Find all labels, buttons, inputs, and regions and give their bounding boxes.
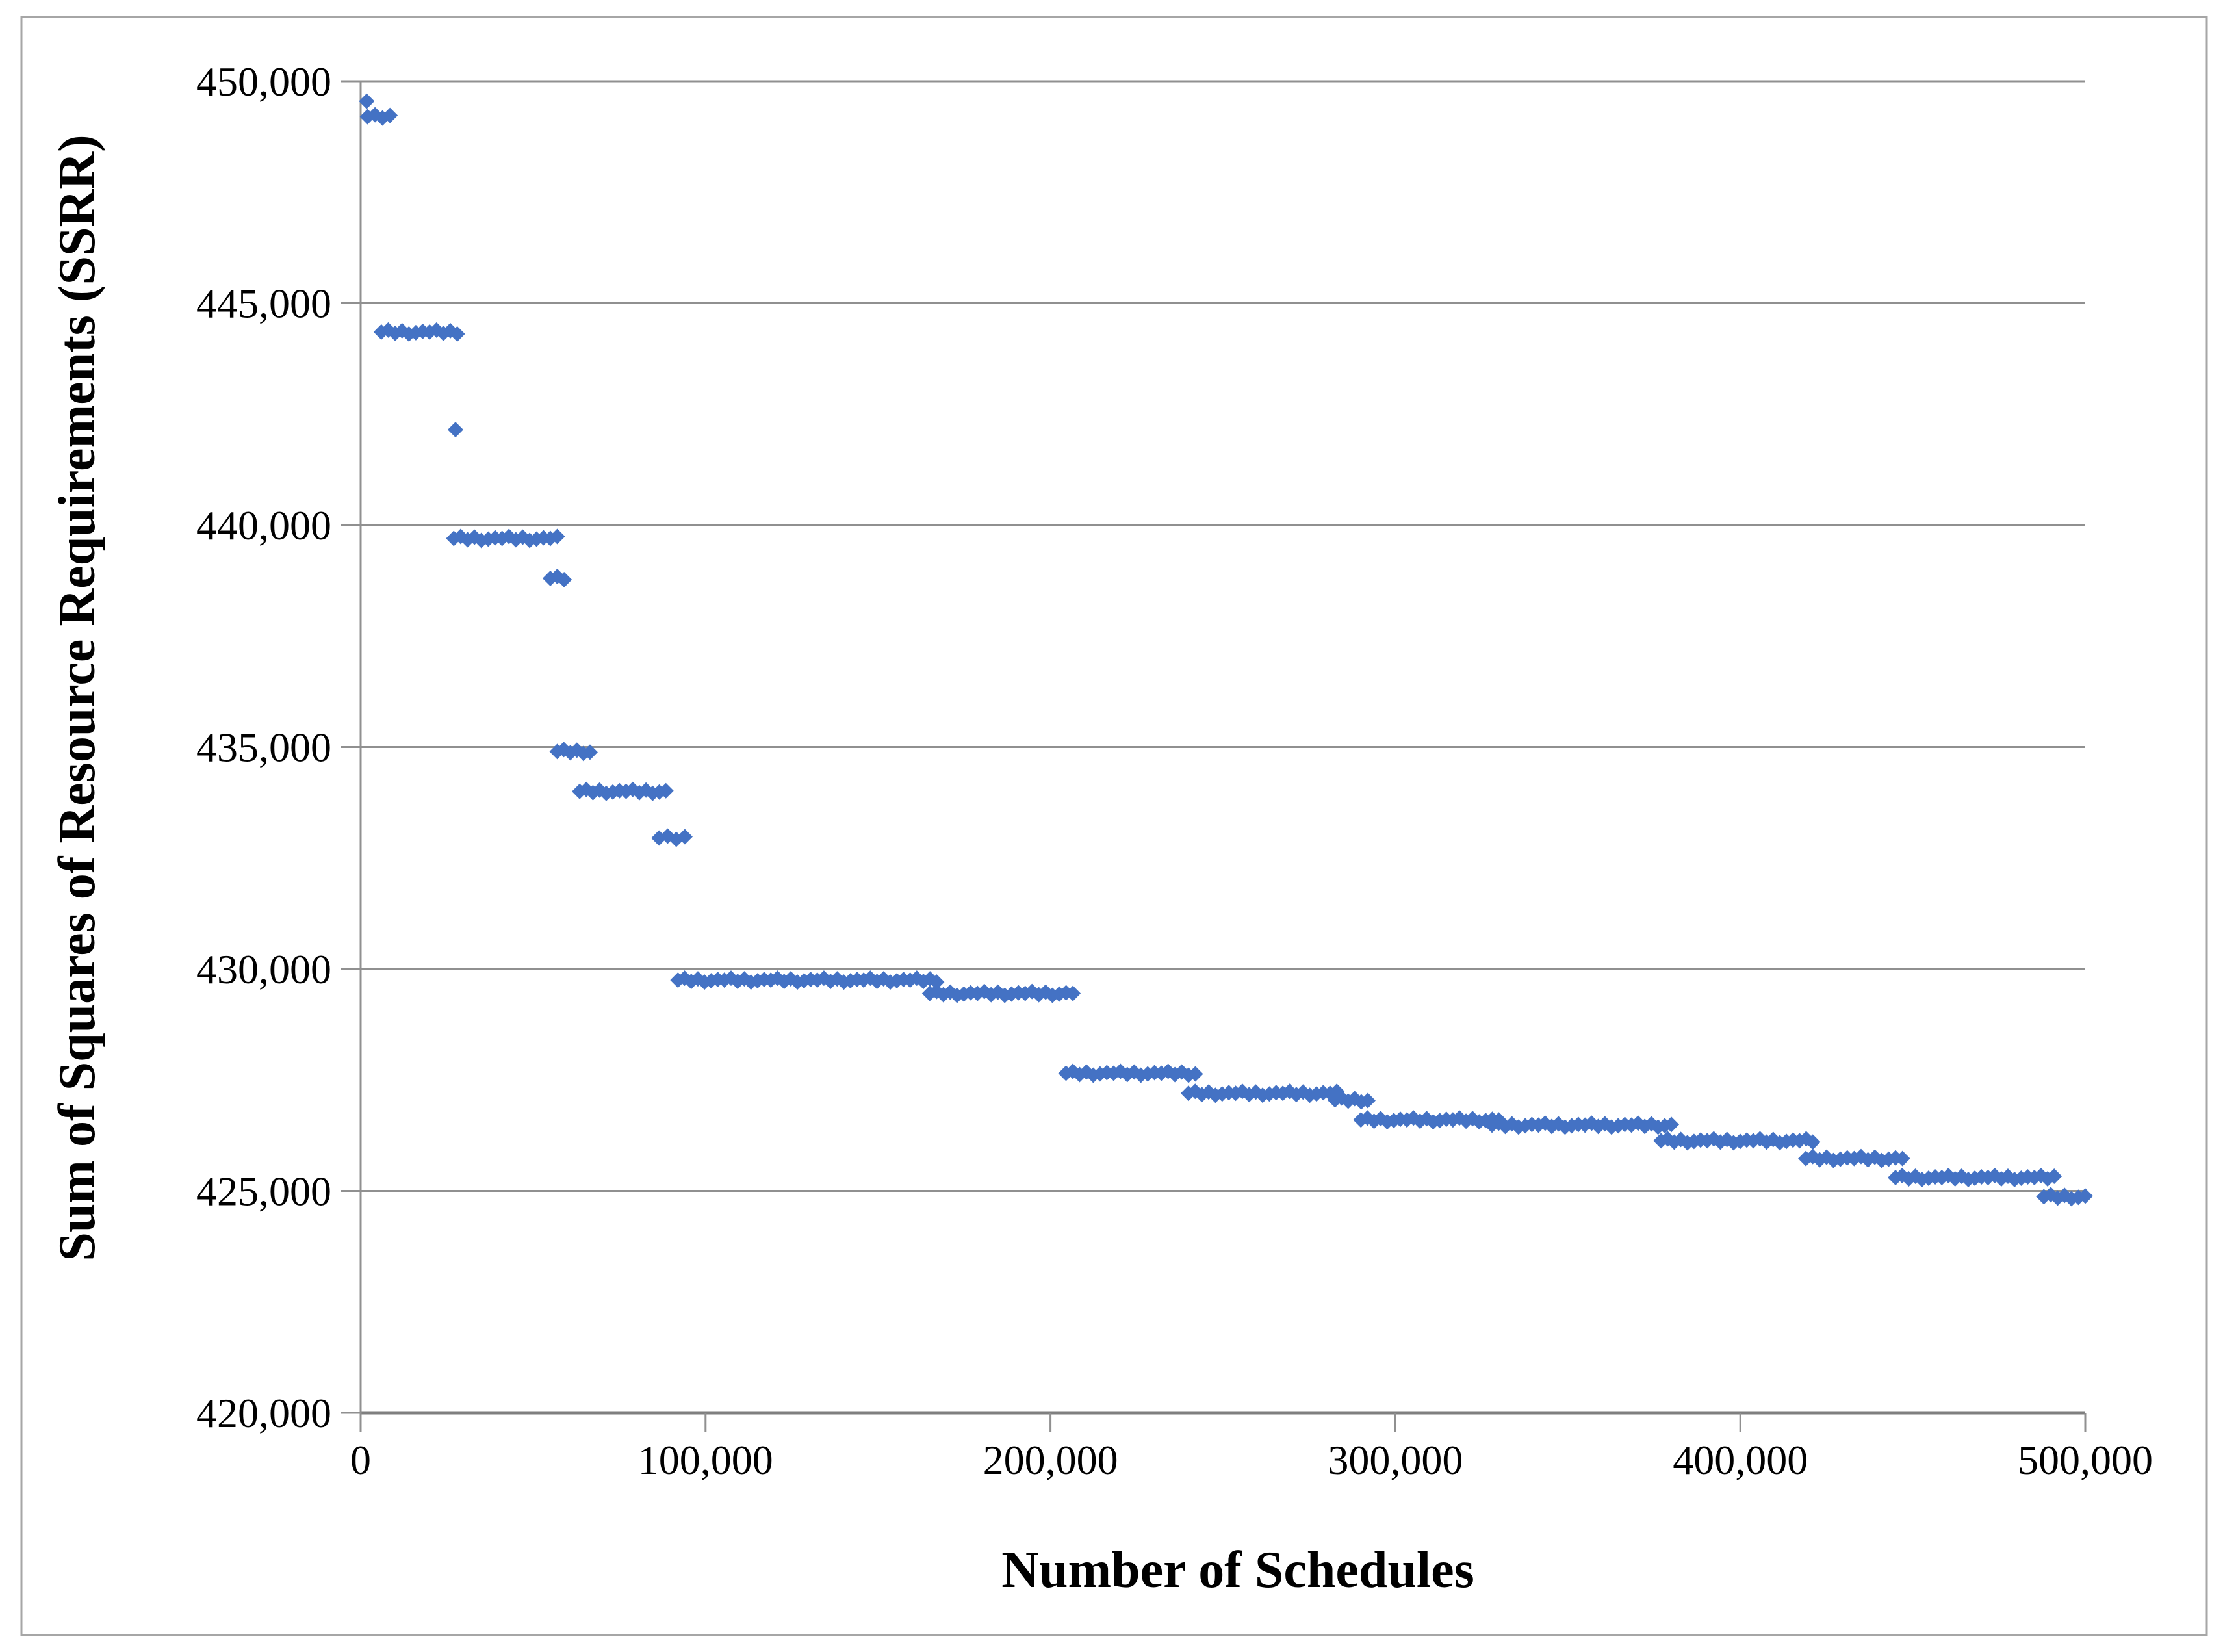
data-point-marker (676, 829, 693, 845)
y-tick-label: 435,000 (196, 725, 331, 771)
data-point-marker (435, 325, 452, 341)
data-point-marker (1805, 1134, 1821, 1150)
data-point-marker (1664, 1116, 1680, 1133)
x-tick-label: 100,000 (638, 1437, 773, 1483)
x-tick-label: 500,000 (2018, 1437, 2153, 1483)
y-tick-label: 425,000 (196, 1168, 331, 1215)
gridlines-group (361, 80, 2085, 1415)
data-point-marker (582, 744, 598, 760)
data-point-marker (382, 107, 398, 123)
figure-border (20, 16, 2208, 1636)
data-point-marker (447, 422, 463, 438)
tick-marks-group (341, 80, 2087, 1432)
x-axis-title: Number of Schedules (1001, 1542, 1474, 1599)
y-tick-label: 450,000 (196, 58, 331, 105)
data-point-marker (394, 322, 410, 339)
x-tick-label: 400,000 (1673, 1437, 1808, 1483)
y-tick-label: 420,000 (196, 1390, 331, 1436)
data-point-marker (443, 322, 459, 339)
y-axis-title: Sum of Squares of Resource Requirements … (49, 135, 106, 1261)
data-point-marker (549, 528, 565, 545)
data-point-marker (359, 93, 375, 109)
data-point-marker (1894, 1150, 1910, 1167)
data-point-marker (556, 571, 572, 587)
x-tick-label: 0 (350, 1437, 371, 1483)
data-point-marker (1187, 1066, 1203, 1082)
data-point-marker (2046, 1168, 2062, 1185)
data-points-group (359, 93, 2093, 1207)
data-point-marker (1065, 985, 1081, 1001)
data-point-marker (1359, 1092, 1376, 1109)
y-tick-label: 440,000 (196, 502, 331, 549)
data-point-marker (2077, 1188, 2093, 1204)
x-tick-label: 200,000 (983, 1437, 1118, 1483)
data-point-marker (401, 326, 417, 342)
x-tick-label: 300,000 (1328, 1437, 1463, 1483)
data-point-marker (428, 322, 444, 338)
data-point-marker (380, 322, 396, 338)
y-tick-label: 430,000 (196, 946, 331, 992)
data-point-marker (929, 974, 945, 990)
tick-labels-group: 420,000 425,000 430,000 435,000 440,000 445,0… (196, 58, 2153, 1483)
data-point-marker (658, 782, 674, 799)
data-point-marker (387, 325, 404, 341)
y-tick-label: 445,000 (196, 281, 331, 327)
data-point-marker (449, 326, 465, 342)
